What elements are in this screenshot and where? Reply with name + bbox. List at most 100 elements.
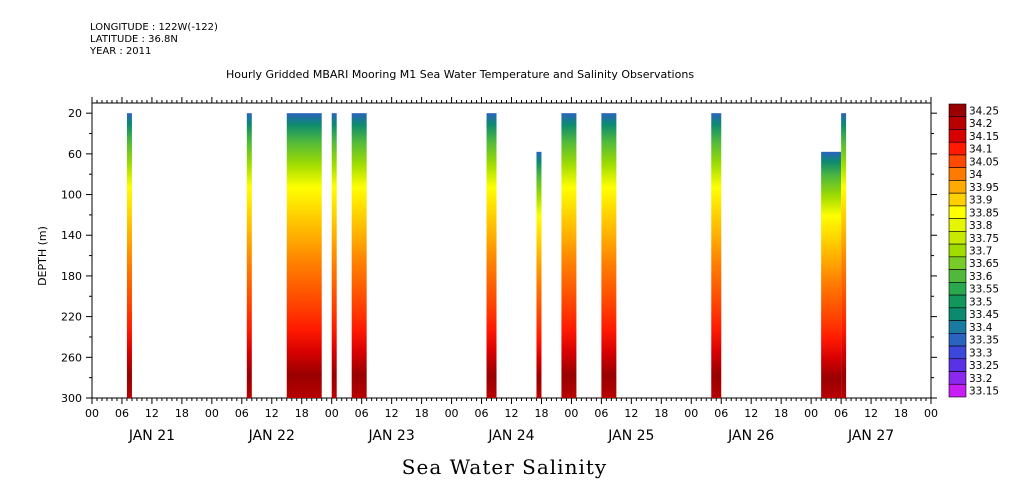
data-column: [126, 113, 132, 398]
data-column: [561, 113, 577, 398]
x-tick-label: 00: [564, 407, 578, 420]
data-column: [536, 151, 542, 398]
y-tick-label: 140: [61, 229, 82, 242]
colorbar-swatch: [948, 154, 967, 168]
x-tick-label: 18: [295, 407, 309, 420]
colorbar-swatch: [948, 371, 967, 385]
colorbar-label: 33.7: [969, 246, 992, 258]
colorbar-swatch: [948, 231, 967, 245]
colorbar-label: 33.8: [969, 220, 992, 232]
day-label: JAN 23: [368, 428, 415, 444]
y-tick-label: 60: [68, 148, 82, 161]
x-tick-label: 12: [265, 407, 279, 420]
x-tick-label: 06: [115, 407, 129, 420]
colorbar-label: 33.15: [969, 386, 999, 398]
colorbar-swatch: [948, 282, 967, 296]
colorbar-swatch: [948, 205, 967, 219]
colorbar-swatch: [948, 103, 967, 118]
x-tick-label: 12: [744, 407, 758, 420]
colorbar-label: 34.15: [969, 131, 999, 143]
colorbar-label: 33.2: [969, 373, 992, 385]
colorbar-label: 33.4: [969, 322, 993, 334]
x-tick-label: 18: [175, 407, 189, 420]
colorbar-swatch: [948, 294, 967, 309]
x-tick-label: 06: [834, 407, 848, 420]
x-tick-label: 06: [714, 407, 728, 420]
day-label: JAN 26: [727, 428, 774, 444]
location-metadata: LONGITUDE : 122W(-122) LATITUDE : 36.8N …: [90, 22, 218, 58]
colorbar-label: 34.25: [969, 105, 999, 117]
colorbar-label: 34.1: [969, 144, 992, 156]
data-column: [841, 113, 847, 398]
colorbar-label: 34.2: [969, 118, 992, 130]
data-column: [486, 113, 497, 398]
colorbar-swatch: [948, 180, 967, 194]
y-axis-label: DEPTH (m): [36, 226, 49, 286]
y-axis: 20 60 100 140 180 220 260 300: [61, 107, 937, 405]
x-tick-label: 00: [924, 407, 938, 420]
data-column: [286, 113, 322, 398]
x-tick-label: 00: [85, 407, 99, 420]
y-tick-label: 300: [61, 392, 82, 405]
x-tick-label: 12: [385, 407, 399, 420]
y-tick-label: 220: [61, 311, 82, 324]
y-tick-label: 20: [68, 107, 82, 120]
colorbar-label: 33.25: [969, 360, 999, 372]
x-tick-label: 12: [864, 407, 878, 420]
colorbar-swatch: [948, 243, 967, 258]
x-tick-label: 00: [804, 407, 818, 420]
colorbar-label: 33.5: [969, 296, 992, 308]
data-column: [601, 113, 617, 398]
colorbar-label: 34.05: [969, 156, 999, 168]
colorbar-label: 33.55: [969, 284, 999, 296]
colorbar-swatch: [948, 218, 967, 232]
x-tick-label: 00: [445, 407, 459, 420]
colorbar-swatch: [948, 141, 967, 156]
x-tick-label: 00: [684, 407, 698, 420]
x-tick-label: 06: [475, 407, 489, 420]
x-tick-label: 06: [355, 407, 369, 420]
colorbar-label: 33.75: [969, 233, 999, 245]
colorbar-swatch: [948, 358, 967, 372]
colorbar-label: 33.45: [969, 309, 999, 321]
colorbar-swatch: [948, 192, 967, 207]
latitude-label: LATITUDE : 36.8N: [90, 34, 178, 45]
year-label: YEAR : 2011: [90, 46, 152, 57]
x-tick-label: 00: [205, 407, 219, 420]
colorbar-swatch: [948, 256, 967, 270]
colorbar-label: 33.3: [969, 347, 992, 359]
colorbar-swatch: [948, 129, 967, 143]
x-tick-label: 18: [654, 407, 668, 420]
y-tick-label: 180: [61, 270, 82, 283]
x-tick-label: 00: [325, 407, 339, 420]
chart-caption: Sea Water Salinity: [401, 455, 608, 479]
y-tick-label: 100: [61, 189, 82, 202]
x-tick-label: 06: [594, 407, 608, 420]
colorbar-swatch: [948, 269, 967, 283]
plot-border: [91, 102, 932, 399]
longitude-label: LONGITUDE : 122W(-122): [90, 22, 218, 33]
colorbar-swatch: [948, 167, 967, 181]
day-label: JAN 25: [607, 428, 654, 444]
colorbar-swatch: [948, 307, 967, 321]
plot-frame: [91, 102, 932, 399]
colorbar-swatch: [948, 345, 967, 360]
x-axis: 00 06 12 18 00 06 12 18 00 06 12 18 00 06 12 18 00 06 12 18…: [85, 97, 938, 444]
colorbar-label: 33.85: [969, 207, 999, 219]
data-column: [331, 113, 337, 398]
colorbar-label: 33.35: [969, 335, 999, 347]
x-tick-label: 06: [235, 407, 249, 420]
day-label: JAN 24: [487, 428, 534, 444]
day-label: JAN 21: [128, 428, 175, 444]
y-tick-label: 260: [61, 351, 82, 364]
data-columns: [126, 113, 847, 398]
x-tick-label: 18: [415, 407, 429, 420]
colorbar-swatch: [948, 116, 967, 130]
x-tick-label: 12: [145, 407, 159, 420]
x-tick-label: 12: [624, 407, 638, 420]
data-column: [351, 113, 367, 398]
day-label: JAN 22: [248, 428, 295, 444]
x-tick-label: 12: [505, 407, 519, 420]
colorbar-label: 33.9: [969, 195, 992, 207]
